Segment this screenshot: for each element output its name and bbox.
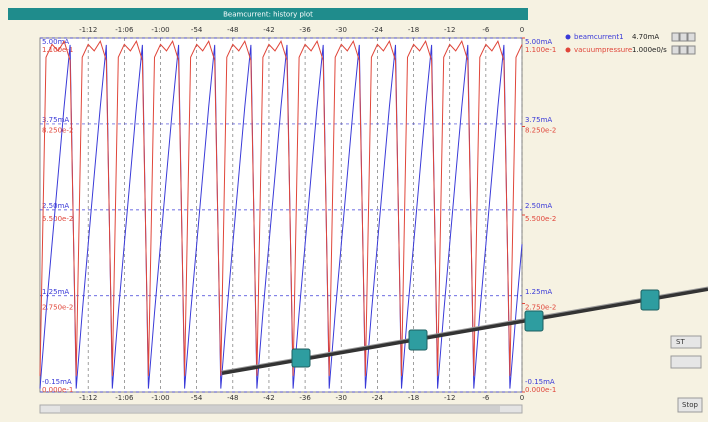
legend-button[interactable] [679, 32, 688, 42]
y2-tick-label: 8.250e-2 [525, 127, 556, 135]
x-tick-label: -42 [263, 26, 274, 34]
magnet-block [640, 289, 660, 311]
y-tick-label: -0.15mA [42, 378, 72, 386]
legend-button[interactable] [671, 45, 680, 55]
x-tick-label: -54 [191, 26, 203, 34]
magnet-block [291, 348, 311, 368]
magnet-block [408, 329, 428, 351]
x-tick-label: 0 [520, 394, 524, 402]
magnet-block [524, 310, 544, 332]
x-tick-label: 0 [520, 26, 524, 34]
x-tick-label: -42 [263, 394, 274, 402]
beamline-overlay [221, 286, 708, 375]
x-tick-label: -48 [227, 394, 238, 402]
y-tick-label: 5.00mA [525, 38, 552, 46]
legend-value: 4.70mA [632, 33, 659, 41]
legend-value: 1.000e0/s [632, 46, 667, 54]
y2-tick-label: 2.750e-2 [525, 304, 556, 312]
stop-button[interactable] [677, 397, 703, 413]
x-tick-label: -12 [444, 26, 455, 34]
button-label: Stop [682, 401, 698, 409]
y-tick-label: 3.75mA [42, 116, 69, 124]
x-tick-label: -1:00 [151, 26, 169, 34]
series-line [39, 44, 523, 389]
x-tick-label: -30 [336, 26, 347, 34]
y2-tick-label: 5.500e-2 [525, 215, 556, 223]
x-tick-label: -30 [336, 394, 347, 402]
y2-tick-label: 5.500e-2 [42, 215, 73, 223]
legend-button[interactable] [687, 45, 696, 55]
x-tick-label: -24 [372, 394, 384, 402]
button-label: ST [676, 338, 685, 346]
legend-button[interactable] [671, 32, 680, 42]
legend-label: beamcurrent1 [574, 33, 624, 41]
y-tick-label: 3.75mA [525, 116, 552, 124]
x-tick-label: -54 [191, 394, 203, 402]
x-tick-label: -1:06 [115, 394, 134, 402]
y2-tick-label: 8.250e-2 [42, 127, 73, 135]
series-line [39, 40, 523, 376]
y-tick-label: 2.50mA [525, 202, 552, 210]
legend-marker [565, 34, 571, 40]
y-tick-label: 1.25mA [42, 288, 69, 296]
x-tick-label: -1:12 [79, 394, 97, 402]
x-tick-label: -1:12 [79, 26, 97, 34]
title-bar [8, 8, 528, 20]
scroll-thumb[interactable] [60, 406, 500, 412]
y2-tick-label: 0.000e-1 [525, 386, 556, 394]
x-tick-label: -24 [372, 26, 384, 34]
y2-tick-label: 0.000e-1 [42, 386, 73, 394]
y-tick-label: 1.25mA [525, 288, 552, 296]
legend-button[interactable] [679, 45, 688, 55]
x-tick-label: -18 [408, 394, 419, 402]
chart-title: Beamcurrent: history plot [223, 11, 313, 19]
legend-marker [565, 47, 571, 53]
x-tick-label: -6 [482, 26, 490, 34]
x-tick-label: -18 [408, 26, 419, 34]
y-tick-label: 5.00mA [42, 38, 69, 46]
x-tick-label: -6 [482, 394, 490, 402]
y-tick-label: -0.15mA [525, 378, 555, 386]
legend-button[interactable] [687, 32, 696, 42]
legend-label: vacuumpressure [574, 46, 632, 54]
button[interactable] [670, 355, 702, 369]
x-tick-label: -1:00 [151, 394, 169, 402]
x-tick-label: -12 [444, 394, 455, 402]
y2-tick-label: 2.750e-2 [42, 304, 73, 312]
x-tick-label: -36 [299, 26, 311, 34]
button[interactable] [670, 335, 702, 349]
x-tick-label: -36 [299, 394, 311, 402]
x-tick-label: -1:06 [115, 26, 134, 34]
x-tick-label: -48 [227, 26, 238, 34]
y2-tick-label: 1.100e-1 [525, 46, 556, 54]
